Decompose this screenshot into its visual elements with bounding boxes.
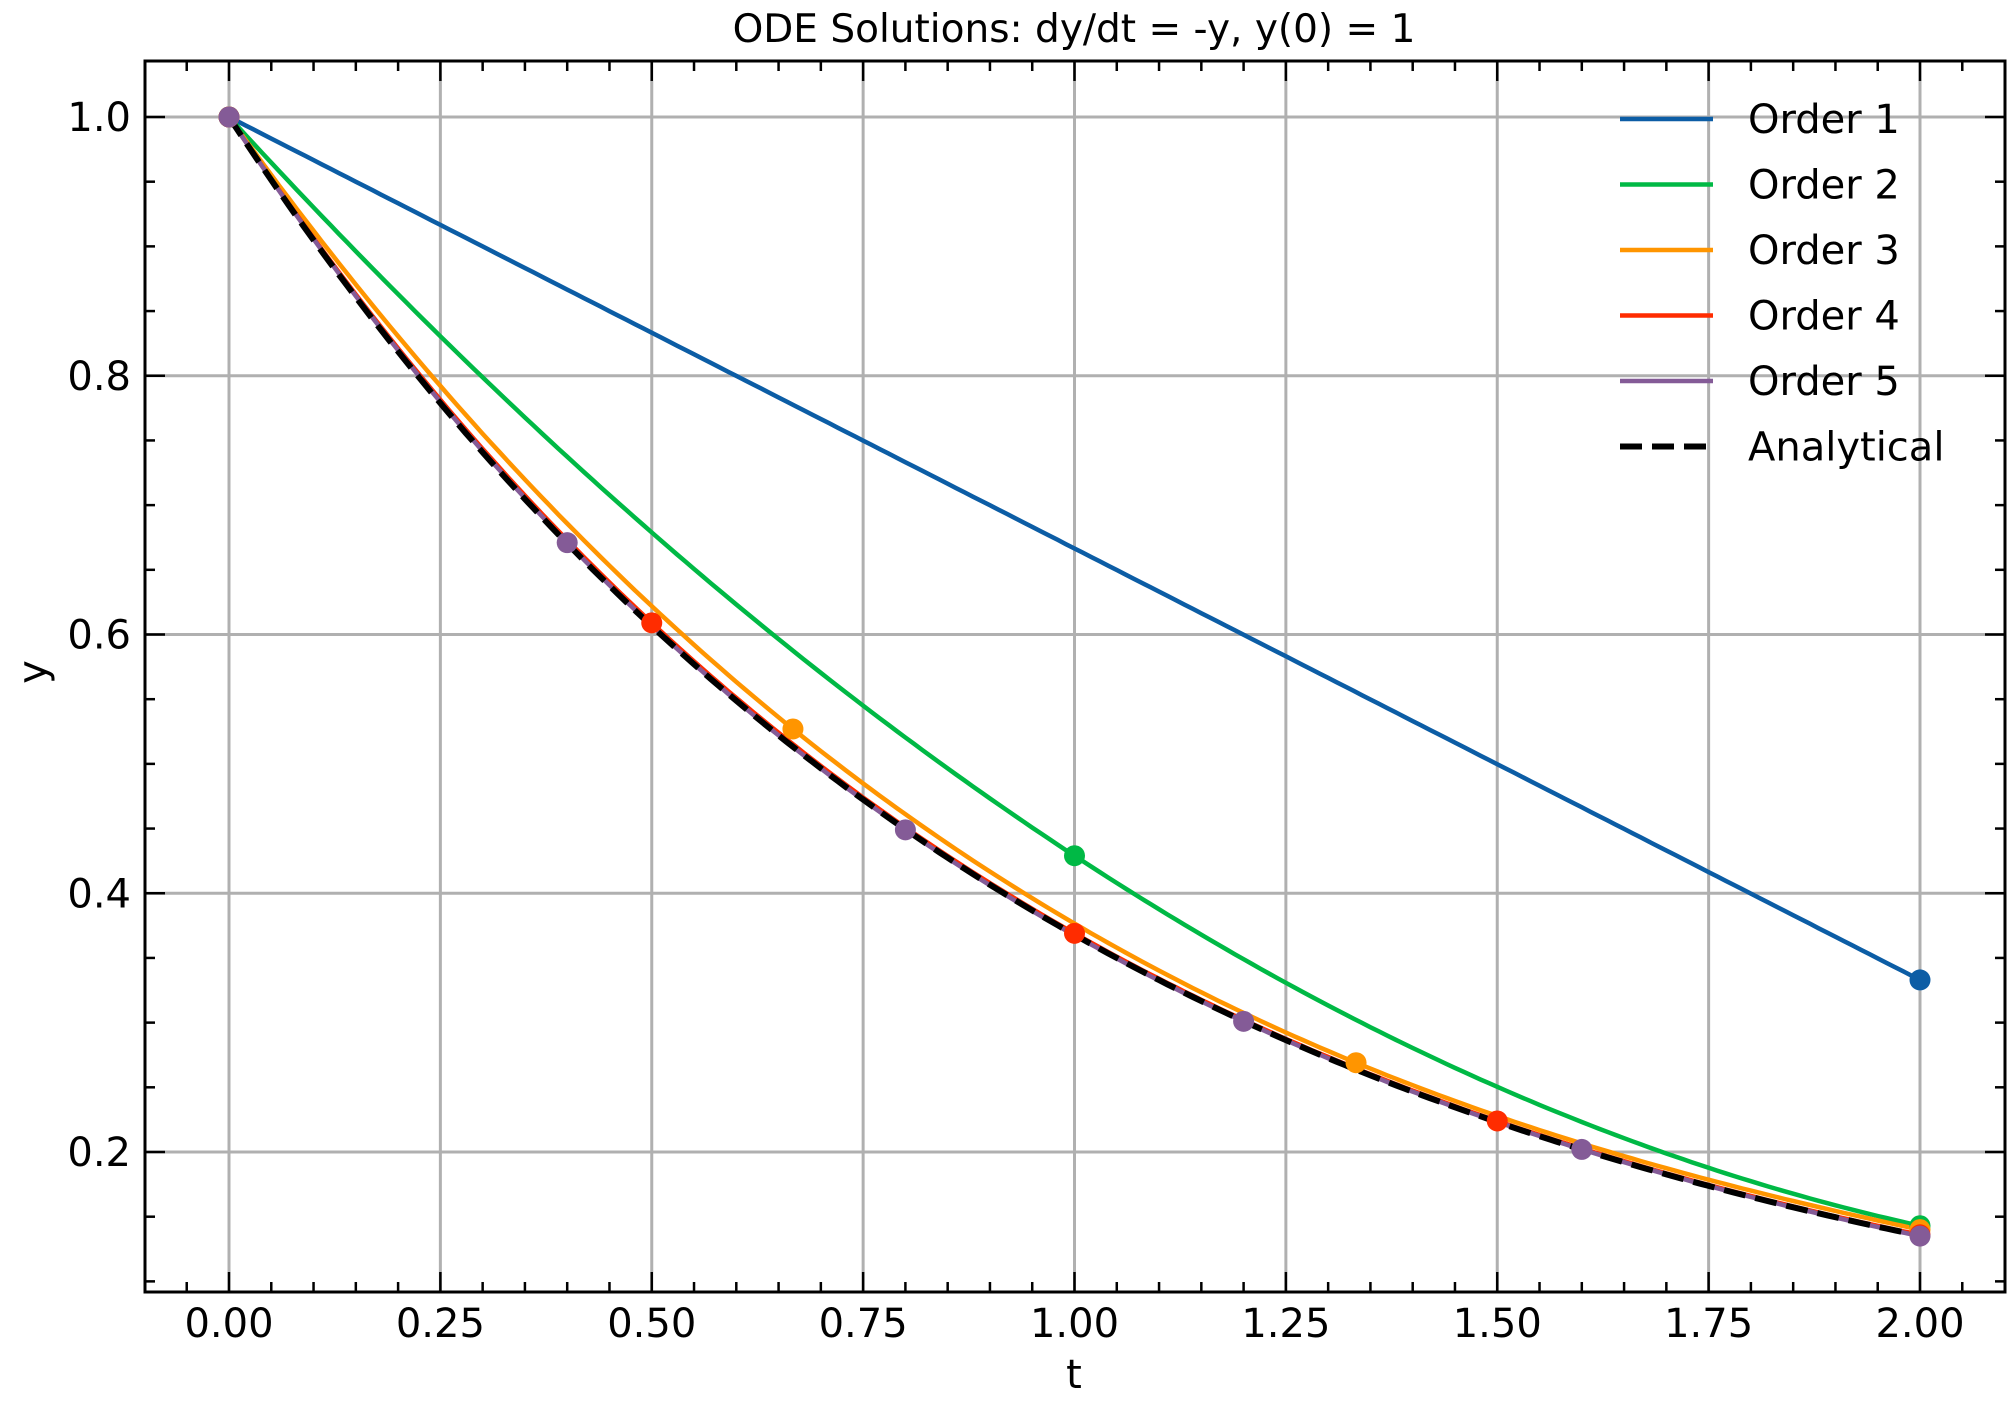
legend: Order 1 Order 2 Order 3 Order 4 Order 5 Analy… (1620, 97, 1944, 471)
y-axis-label: y (10, 660, 56, 684)
x-tick-label: 1.00 (1030, 1301, 1119, 1347)
x-tick-label: 0.25 (396, 1301, 485, 1347)
legend-item-order-1[interactable]: Order 1 (1620, 97, 1900, 143)
x-tick-label: 1.75 (1664, 1301, 1753, 1347)
series-line-order-1 (227, 114, 1922, 982)
data-point-marker (1064, 922, 1085, 944)
legend-label: Analytical (1748, 425, 1944, 471)
x-tick-label: 2.00 (1875, 1301, 1964, 1347)
y-tick-label: 0.6 (67, 613, 131, 659)
y-tick-label: 0.8 (67, 354, 131, 400)
data-point-marker (1571, 1138, 1593, 1160)
x-tick-label: 1.50 (1453, 1301, 1542, 1347)
legend-item-order-4[interactable]: Order 4 (1620, 294, 1900, 340)
legend-item-order-5[interactable]: Order 5 (1620, 359, 1900, 405)
x-tick-labels: 0.00 0.25 0.50 0.75 1.00 1.25 1.50 1.75 2.00 (184, 1301, 1964, 1347)
legend-item-analytical[interactable]: Analytical (1620, 425, 1944, 471)
data-point-marker (1064, 845, 1085, 867)
data-point-marker (218, 106, 240, 128)
chart-title: ODE Solutions: dy/dt = -y, y(0) = 1 (733, 7, 1416, 52)
plot-series (218, 106, 1931, 1247)
data-point-marker (1233, 1010, 1255, 1032)
legend-item-order-2[interactable]: Order 2 (1620, 163, 1900, 209)
x-tick-label: 0.75 (819, 1301, 908, 1347)
legend-label: Order 3 (1748, 228, 1900, 274)
legend-label: Order 4 (1748, 294, 1900, 340)
legend-label: Order 2 (1748, 163, 1900, 209)
data-point-marker (1909, 1225, 1931, 1247)
x-tick-label: 1.25 (1241, 1301, 1330, 1347)
y-tick-label: 0.4 (67, 871, 131, 917)
data-point-marker (556, 532, 578, 554)
x-tick-label: 0.50 (607, 1301, 696, 1347)
axes (143, 59, 2007, 1294)
legend-item-order-3[interactable]: Order 3 (1620, 228, 1900, 274)
legend-label: Order 5 (1748, 359, 1900, 405)
data-point-marker (641, 612, 663, 634)
x-tick-label: 0.00 (184, 1301, 273, 1347)
data-point-marker (1345, 1052, 1367, 1074)
data-point-marker (1909, 969, 1931, 991)
y-tick-label: 0.2 (67, 1130, 131, 1176)
data-point-marker (894, 819, 916, 841)
x-axis-label: t (1066, 1352, 1082, 1398)
data-point-marker (1486, 1110, 1508, 1132)
y-tick-label: 1.0 (67, 95, 131, 141)
y-tick-labels: 0.2 0.4 0.6 0.8 1.0 (67, 95, 131, 1176)
legend-label: Order 1 (1748, 97, 1900, 143)
data-point-marker (782, 718, 804, 740)
